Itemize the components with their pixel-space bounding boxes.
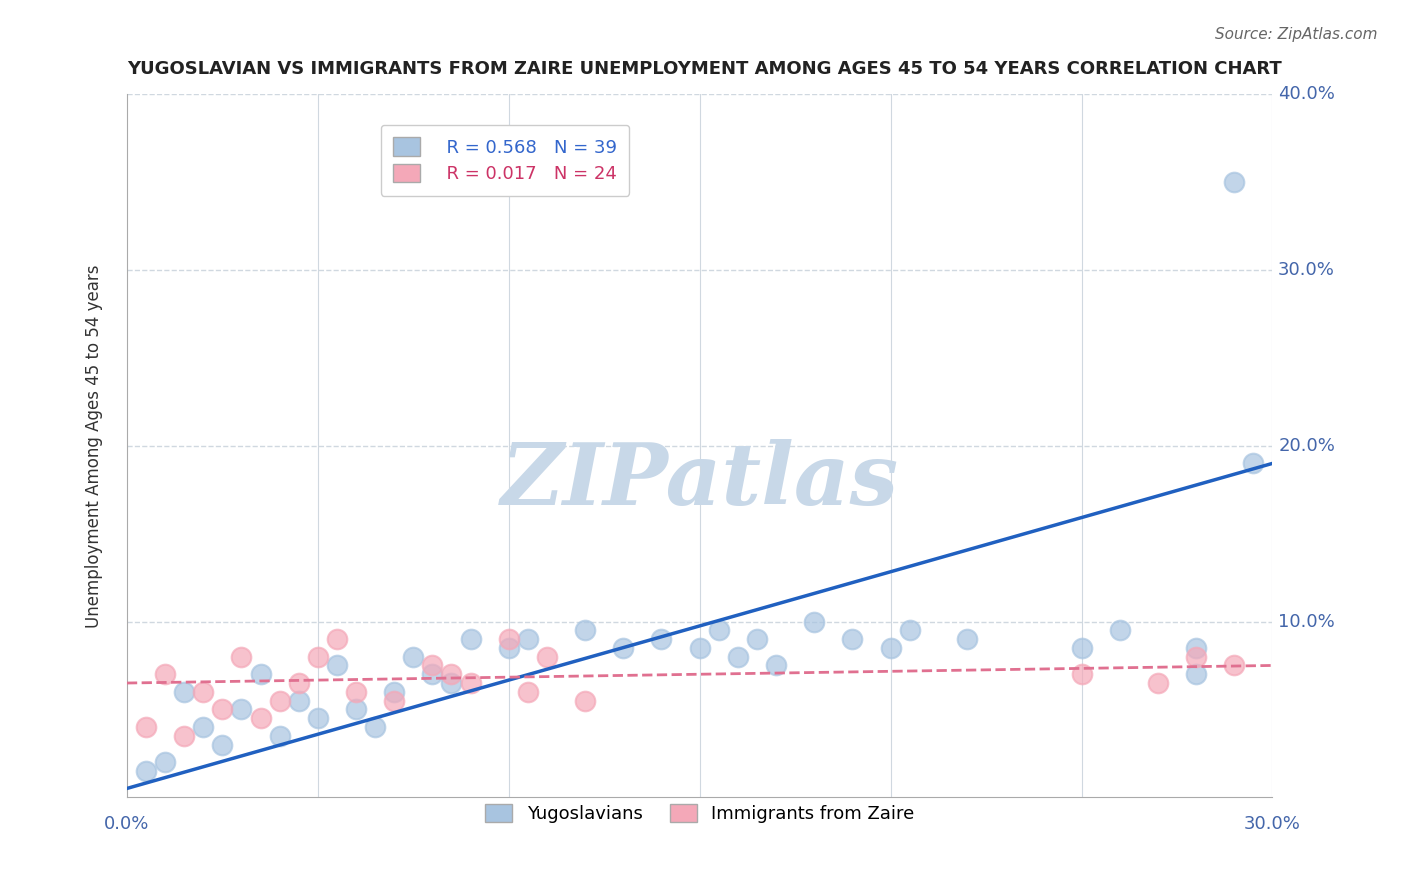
Point (516, 685, 538, 699)
Point (173, 685, 195, 699)
Point (135, 764, 157, 778)
Point (382, 685, 405, 699)
Point (153, 667, 176, 681)
Point (1185, 640, 1208, 655)
Point (231, 649, 253, 664)
Point (326, 632, 349, 646)
Point (498, 632, 520, 646)
Point (536, 649, 558, 664)
Point (422, 667, 444, 681)
Point (841, 632, 863, 646)
Point (269, 729, 291, 743)
Point (727, 649, 749, 664)
Point (422, 658, 444, 673)
Text: 10.0%: 10.0% (1278, 613, 1334, 631)
Point (440, 667, 463, 681)
Point (307, 649, 329, 664)
Text: Source: ZipAtlas.com: Source: ZipAtlas.com (1215, 27, 1378, 42)
Point (498, 640, 520, 655)
Point (269, 693, 291, 707)
Point (1070, 640, 1092, 655)
Point (707, 624, 730, 638)
Point (879, 640, 901, 655)
Point (382, 693, 405, 707)
Point (193, 720, 215, 734)
Point (440, 676, 463, 690)
Point (650, 632, 672, 646)
Point (689, 640, 711, 655)
Point (1147, 676, 1170, 690)
Point (402, 649, 425, 664)
Text: 20.0%: 20.0% (1278, 437, 1336, 455)
Point (135, 720, 157, 734)
Point (1223, 658, 1246, 673)
Point (231, 702, 253, 716)
Point (249, 711, 271, 725)
Point (460, 676, 482, 690)
Point (574, 624, 596, 638)
Point (1223, 175, 1246, 189)
Point (745, 632, 768, 646)
Y-axis label: Unemployment Among Ages 45 to 54 years: Unemployment Among Ages 45 to 54 years (86, 264, 103, 628)
Point (249, 667, 271, 681)
Point (344, 685, 367, 699)
Point (1070, 667, 1092, 681)
Text: YUGOSLAVIAN VS IMMIGRANTS FROM ZAIRE UNEMPLOYMENT AMONG AGES 45 TO 54 YEARS CORR: YUGOSLAVIAN VS IMMIGRANTS FROM ZAIRE UNE… (127, 60, 1282, 78)
Point (307, 711, 329, 725)
Point (211, 702, 233, 716)
Point (1108, 624, 1130, 638)
Point (516, 632, 538, 646)
Point (803, 615, 825, 629)
Point (460, 632, 482, 646)
Text: 30.0%: 30.0% (1244, 814, 1301, 833)
Point (1185, 667, 1208, 681)
Text: 0.0%: 0.0% (104, 814, 149, 833)
Point (612, 640, 634, 655)
Point (173, 729, 195, 743)
Point (344, 702, 367, 716)
Point (1241, 457, 1264, 471)
Point (193, 685, 215, 699)
Text: 40.0%: 40.0% (1278, 86, 1336, 103)
Point (574, 693, 596, 707)
Point (956, 632, 979, 646)
Point (765, 658, 787, 673)
Text: ZIPatlas: ZIPatlas (501, 439, 898, 523)
Point (326, 658, 349, 673)
Point (287, 676, 309, 690)
Point (153, 755, 176, 769)
Point (211, 738, 233, 752)
Legend: Yugoslavians, Immigrants from Zaire: Yugoslavians, Immigrants from Zaire (478, 797, 921, 830)
Point (287, 693, 309, 707)
Point (1185, 649, 1208, 664)
Text: 30.0%: 30.0% (1278, 261, 1336, 279)
Point (898, 624, 921, 638)
Point (364, 720, 387, 734)
